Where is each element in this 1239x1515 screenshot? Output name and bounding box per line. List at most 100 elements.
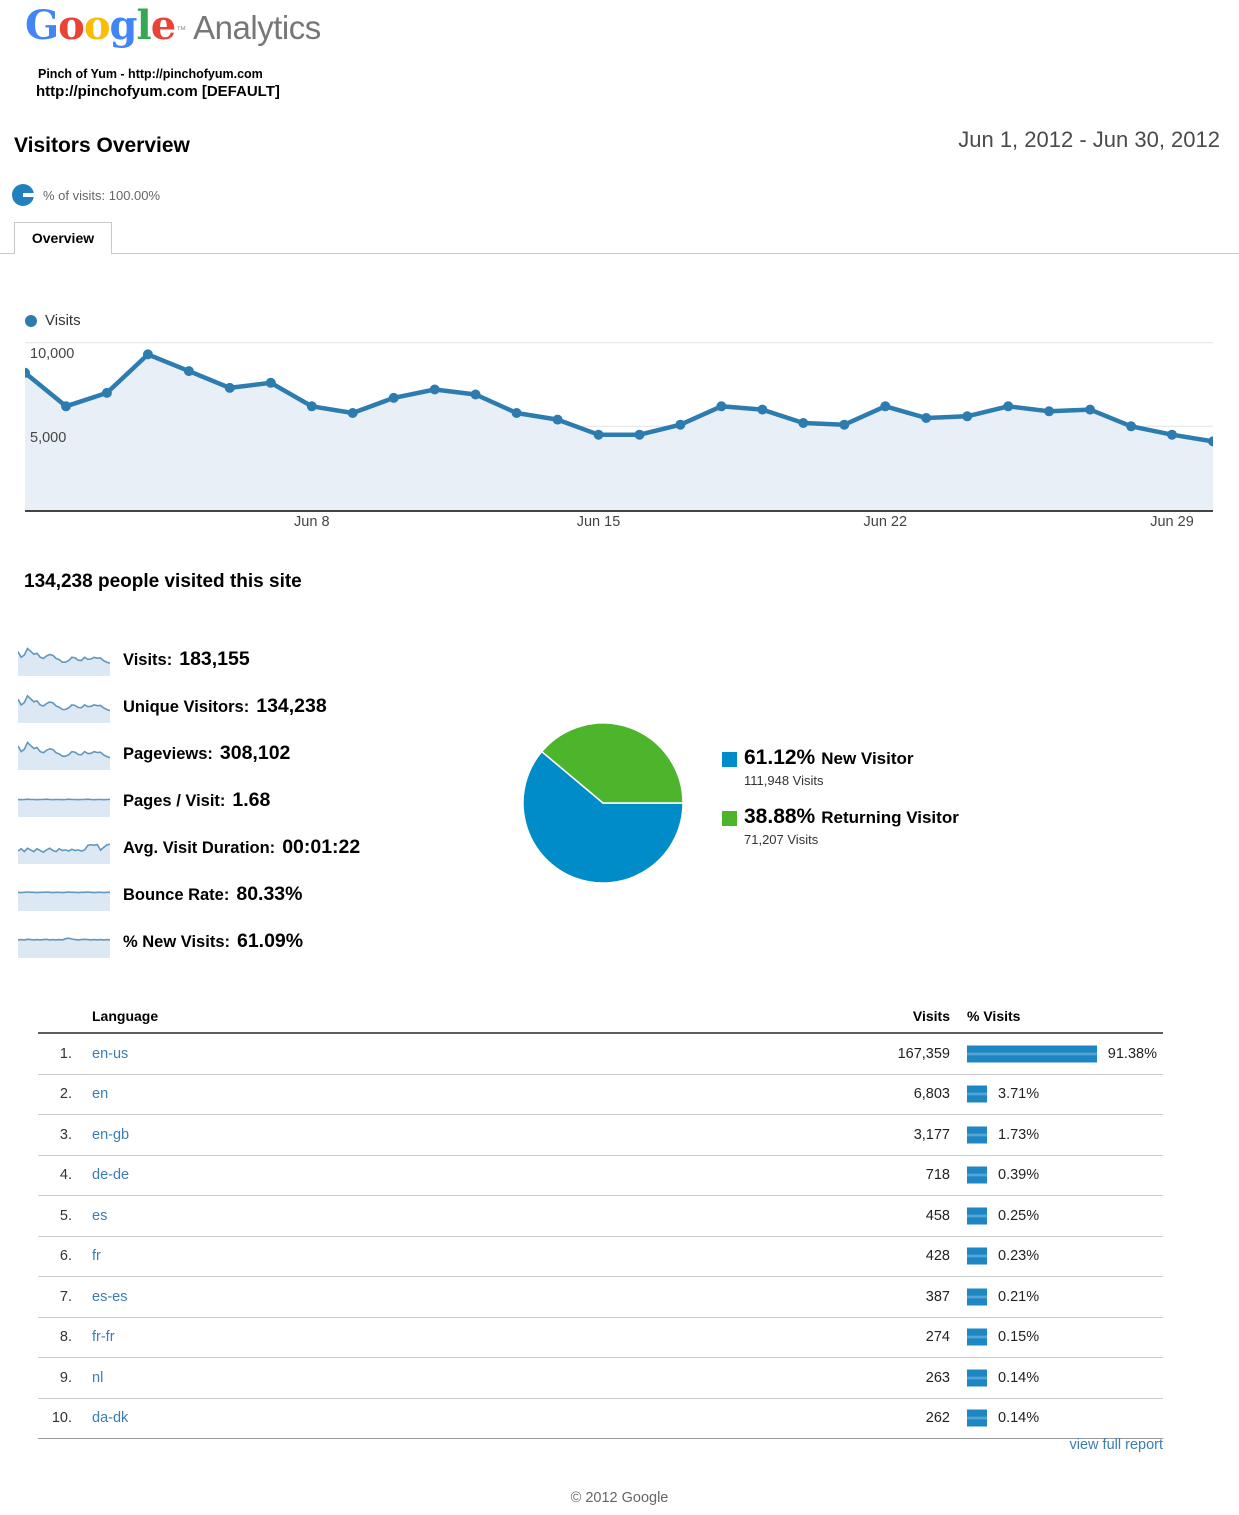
percent-visits-bar	[967, 1166, 987, 1184]
metric-sparkline	[17, 786, 110, 817]
pie-legend-line: 38.88% Returning Visitor	[744, 805, 1202, 829]
metric-value: 00:01:22	[282, 836, 361, 858]
analytics-logo-text: Analytics	[193, 9, 321, 46]
column-header-percent-visits[interactable]: % Visits	[967, 1008, 1021, 1024]
metric-row: Avg. Visit Duration: 00:01:22	[17, 828, 638, 875]
language-table-header: Language Visits % Visits	[38, 1005, 1163, 1034]
visitor-type-pie-svg	[522, 722, 684, 884]
logo-letter: o	[58, 2, 85, 49]
view-full-report-link[interactable]: view full report	[1069, 1437, 1163, 1453]
metric-label: Bounce Rate:	[123, 886, 230, 904]
metric-text: Pages / Visit: 1.68	[123, 789, 270, 812]
metric-row: Pages / Visit: 1.68	[17, 781, 638, 828]
x-axis-tick: Jun 22	[863, 514, 908, 530]
metric-label: Visits:	[123, 651, 173, 669]
google-logo-text: Google	[25, 2, 176, 49]
row-rank: 4.	[59, 1167, 72, 1184]
metric-value: 1.68	[232, 789, 271, 811]
metric-value: 61.09%	[236, 930, 304, 952]
percent-visits-value: 0.14%	[998, 1410, 1040, 1427]
segment-pie-icon	[12, 184, 34, 206]
language-link[interactable]: en-us	[92, 1045, 129, 1062]
metric-text: % New Visits: 61.09%	[123, 930, 303, 953]
table-row: 10. da-dk 262 0.14%	[38, 1399, 1163, 1439]
table-row: 6. fr 428 0.23%	[38, 1237, 1163, 1277]
table-row: 8. fr-fr 274 0.15%	[38, 1318, 1163, 1358]
row-rank: 6.	[59, 1248, 72, 1265]
column-header-visits[interactable]: Visits	[912, 1008, 950, 1024]
y-axis-tick-5000: 5,000	[30, 430, 67, 446]
segment-control[interactable]: % of visits: 100.00%	[12, 184, 160, 206]
metric-sparkline-svg	[17, 891, 110, 911]
visits-value: 458	[925, 1207, 950, 1224]
visits-line-chart-svg	[25, 342, 1213, 510]
percent-visits-value: 1.73%	[998, 1126, 1040, 1143]
segment-label: % of visits: 100.00%	[43, 187, 161, 203]
logo-letter: e	[150, 2, 176, 49]
google-analytics-logo: Google™ Analytics	[25, 2, 321, 49]
language-link[interactable]: es-es	[92, 1288, 128, 1305]
pie-legend-name: Returning Visitor	[821, 808, 959, 827]
metric-text: Bounce Rate: 80.33%	[123, 883, 303, 906]
table-row: 7. es-es 387 0.21%	[38, 1277, 1163, 1318]
metric-label: Pageviews:	[123, 745, 213, 763]
metric-sparkline	[17, 880, 110, 911]
column-header-language[interactable]: Language	[92, 1008, 159, 1024]
language-link[interactable]: fr	[92, 1248, 101, 1265]
language-link[interactable]: de-de	[92, 1167, 130, 1184]
language-table: Language Visits % Visits 1. en-us 167,359 9…	[38, 1005, 1163, 1439]
metric-sparkline	[17, 739, 111, 770]
language-link[interactable]: da-dk	[92, 1410, 129, 1427]
metric-value: 134,238	[256, 695, 327, 717]
percent-visits-bar	[967, 1369, 987, 1387]
visitor-type-pie-chart	[521, 721, 685, 885]
percent-visits-value: 0.39%	[998, 1167, 1040, 1184]
visits-value: 6,803	[913, 1086, 950, 1103]
percent-visits-bar	[967, 1045, 1097, 1063]
metric-label: Pages / Visit:	[123, 792, 226, 810]
percent-visits-value: 0.23%	[998, 1248, 1040, 1265]
visits-value: 167,359	[897, 1045, 950, 1062]
tab-divider	[0, 253, 1239, 254]
percent-visits-value: 0.21%	[998, 1288, 1040, 1305]
metric-sparkline	[17, 927, 111, 958]
table-row: 3. en-gb 3,177 1.73%	[38, 1115, 1163, 1156]
language-link[interactable]: en	[92, 1086, 109, 1103]
table-row: 1. en-us 167,359 91.38%	[38, 1034, 1163, 1075]
visits-value: 387	[925, 1288, 950, 1305]
visits-value: 263	[925, 1369, 950, 1386]
metric-value: 183,155	[179, 648, 250, 670]
language-link[interactable]: en-gb	[92, 1126, 130, 1143]
language-link[interactable]: nl	[92, 1369, 104, 1386]
percent-visits-bar	[967, 1247, 987, 1265]
metric-sparkline-svg	[17, 741, 111, 770]
metric-text: Visits: 183,155	[123, 648, 250, 671]
metric-value: 308,102	[219, 742, 291, 764]
date-range-selector[interactable]: Jun 1, 2012 - Jun 30, 2012	[958, 127, 1220, 152]
percent-visits-bar	[967, 1085, 987, 1103]
table-row: 4. de-de 718 0.39%	[38, 1156, 1163, 1196]
row-rank: 10.	[51, 1410, 72, 1427]
metric-label: Avg. Visit Duration:	[123, 839, 276, 857]
language-link[interactable]: fr-fr	[92, 1329, 115, 1346]
language-table-body: 1. en-us 167,359 91.38% 2. en 6,803 3.71% 3. en-g…	[38, 1034, 1163, 1439]
metric-sparkline-svg	[17, 647, 111, 676]
metric-sparkline-svg	[17, 937, 111, 958]
tab-overview[interactable]: Overview	[14, 222, 112, 254]
pie-legend-entry: 38.88% Returning Visitor 71,207 Visits	[722, 805, 1202, 847]
metric-row: Pageviews: 308,102	[17, 734, 638, 781]
pie-legend-name: New Visitor	[821, 749, 914, 768]
percent-visits-value: 91.38%	[1107, 1045, 1157, 1062]
metric-sparkline-svg	[17, 694, 111, 723]
metric-text: Avg. Visit Duration: 00:01:22	[123, 836, 360, 859]
metrics-list: Visits: 183,155 Unique Visitors: 134,238 Pag…	[17, 640, 638, 969]
table-row: 9. nl 263 0.14%	[38, 1358, 1163, 1399]
visits-legend-dot-icon	[25, 314, 37, 327]
row-rank: 2.	[59, 1086, 72, 1103]
metric-sparkline-svg	[17, 843, 111, 864]
row-rank: 9.	[59, 1369, 72, 1386]
visits-value: 718	[925, 1167, 950, 1184]
language-link[interactable]: es	[92, 1207, 108, 1224]
percent-visits-bar	[967, 1409, 987, 1427]
row-rank: 1.	[59, 1045, 72, 1062]
